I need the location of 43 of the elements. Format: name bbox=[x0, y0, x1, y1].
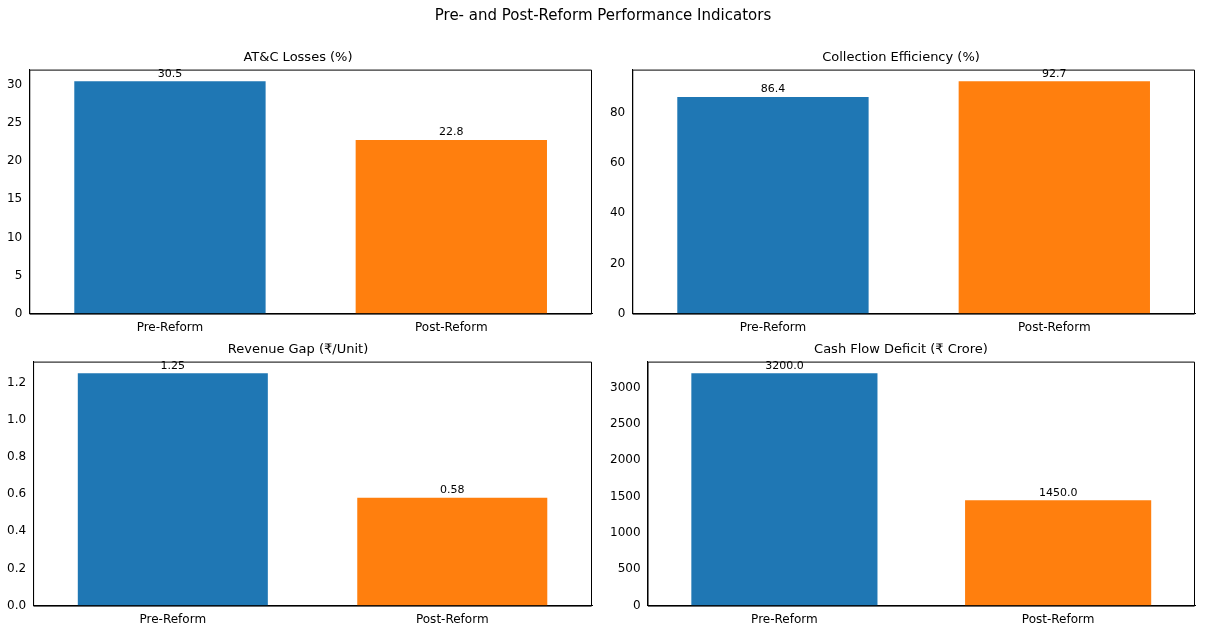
x-tick-label: Post-Reform bbox=[1018, 319, 1091, 334]
y-tick-label: 60 bbox=[609, 155, 626, 170]
y-tick-label: 80 bbox=[609, 105, 626, 120]
y-tick-label: 3000 bbox=[609, 379, 641, 394]
data-label: 86.4 bbox=[760, 82, 786, 96]
y-tick-label: 15 bbox=[6, 191, 23, 206]
x-tick-label: Pre-Reform bbox=[751, 611, 818, 626]
y-tick-label: 40 bbox=[609, 205, 626, 220]
text: Pre- and Post-Reform Performance Indicators bbox=[433, 6, 773, 24]
y-tick-label: 1.2 bbox=[6, 374, 27, 389]
y-tick-label: 0.6 bbox=[6, 486, 27, 501]
data-label: 1450.0 bbox=[1038, 485, 1078, 499]
y-tick-label: 10 bbox=[6, 229, 23, 244]
y-tick-label: 5 bbox=[14, 267, 23, 282]
y-tick-label: 2500 bbox=[609, 416, 641, 431]
chart-title: Revenue Gap (₹/Unit) bbox=[227, 341, 369, 357]
y-tick-label: 20 bbox=[6, 153, 23, 168]
y-tick-label: 0 bbox=[632, 597, 641, 612]
y-tick-label: 0.8 bbox=[6, 449, 27, 463]
y-tick-label: 1000 bbox=[609, 525, 641, 540]
y-tick-label: 1500 bbox=[609, 488, 641, 503]
x-tick-label: Post-Reform bbox=[1021, 611, 1095, 626]
y-tick-label: 0 bbox=[14, 305, 23, 320]
chart-title: Collection Efficiency (%) bbox=[822, 49, 980, 65]
data-label: 22.8 bbox=[439, 125, 464, 139]
x-tick-label: Pre-Reform bbox=[139, 611, 207, 626]
y-tick-label: 0.0 bbox=[6, 597, 27, 612]
y-tick-label: 500 bbox=[617, 561, 641, 576]
y-tick-label: 20 bbox=[609, 255, 626, 270]
x-tick-label: Pre-Reform bbox=[739, 319, 807, 334]
x-tick-label: Pre-Reform bbox=[136, 319, 204, 334]
y-tick-label: 0.4 bbox=[6, 523, 27, 538]
y-tick-label: 0.2 bbox=[6, 560, 27, 575]
y-tick-label: 0 bbox=[617, 305, 626, 320]
y-tick-label: 2000 bbox=[609, 452, 641, 467]
y-tick-label: 1.0 bbox=[6, 411, 27, 426]
y-tick-label: 25 bbox=[6, 115, 23, 130]
x-tick-label: Post-Reform bbox=[415, 319, 488, 334]
chart-title: AT&C Losses (%) bbox=[243, 49, 353, 65]
x-tick-label: Post-Reform bbox=[415, 611, 489, 626]
y-tick-label: 30 bbox=[6, 77, 23, 92]
data-label: 0.58 bbox=[440, 483, 465, 497]
chart-title: Cash Flow Deficit (₹ Crore) bbox=[814, 341, 988, 357]
